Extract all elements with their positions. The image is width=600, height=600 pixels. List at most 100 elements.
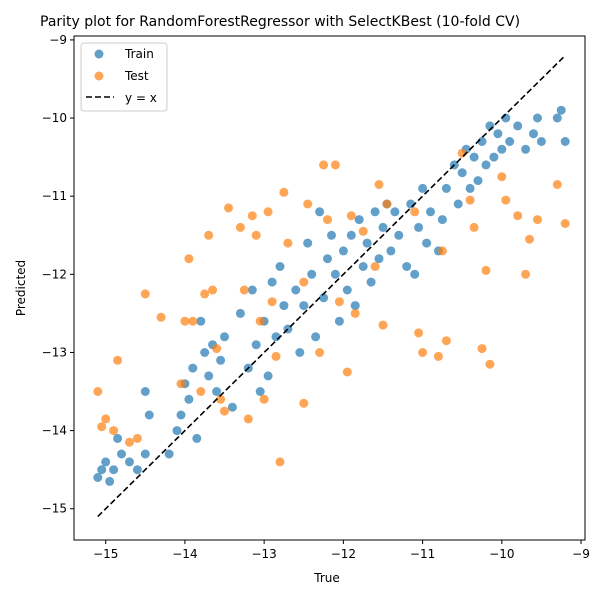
test-point-51 bbox=[414, 328, 424, 338]
train-point-25 bbox=[220, 332, 229, 342]
train-point-55 bbox=[354, 215, 364, 225]
test-point-0 bbox=[93, 387, 103, 396]
train-point-6 bbox=[117, 449, 126, 459]
train-point-19 bbox=[196, 316, 206, 326]
test-point-50 bbox=[410, 207, 420, 217]
test-point-68 bbox=[552, 180, 562, 189]
test-point-8 bbox=[156, 312, 166, 322]
test-point-41 bbox=[334, 297, 344, 307]
y-axis-title: Predicted bbox=[14, 260, 28, 316]
test-point-59 bbox=[477, 344, 487, 354]
train-point-57 bbox=[362, 238, 372, 248]
test-point-63 bbox=[501, 195, 511, 205]
train-point-64 bbox=[390, 207, 400, 217]
y-tick-label-6: −9 bbox=[49, 33, 67, 47]
train-point-49 bbox=[330, 269, 340, 279]
test-point-67 bbox=[533, 215, 542, 225]
train-point-52 bbox=[342, 285, 352, 295]
train-point-7 bbox=[125, 457, 134, 467]
test-point-21 bbox=[235, 222, 245, 232]
train-point-72 bbox=[426, 207, 435, 217]
test-point-65 bbox=[521, 269, 531, 279]
train-point-18 bbox=[192, 433, 202, 443]
train-point-36 bbox=[275, 262, 285, 271]
train-point-9 bbox=[140, 449, 150, 459]
train-point-88 bbox=[497, 144, 507, 154]
x-tick-label-4: −11 bbox=[410, 547, 435, 561]
test-point-2 bbox=[101, 414, 111, 424]
train-point-69 bbox=[414, 222, 424, 232]
train-point-16 bbox=[184, 394, 194, 404]
test-point-45 bbox=[358, 226, 368, 236]
y-tick-label-2: −13 bbox=[42, 345, 67, 359]
train-point-23 bbox=[212, 387, 222, 396]
train-point-61 bbox=[378, 222, 388, 232]
train-point-94 bbox=[533, 113, 542, 123]
test-point-60 bbox=[481, 265, 491, 275]
train-point-75 bbox=[441, 183, 451, 193]
y-tick-label-0: −15 bbox=[42, 502, 67, 516]
test-point-37 bbox=[315, 348, 325, 357]
train-point-47 bbox=[323, 254, 332, 264]
train-point-63 bbox=[386, 246, 396, 256]
train-point-74 bbox=[437, 215, 447, 225]
train-point-2 bbox=[101, 457, 111, 467]
train-point-20 bbox=[200, 348, 210, 357]
test-point-25 bbox=[251, 230, 261, 240]
x-axis: −15 −14 −13 −12 −11 −10 −9 bbox=[93, 540, 590, 561]
test-point-4 bbox=[113, 355, 123, 365]
test-point-53 bbox=[433, 351, 443, 361]
test-point-24 bbox=[247, 211, 257, 221]
test-point-3 bbox=[109, 426, 119, 436]
legend-test-marker bbox=[94, 71, 104, 81]
train-point-14 bbox=[176, 410, 186, 420]
test-point-66 bbox=[525, 234, 534, 244]
train-point-84 bbox=[481, 160, 491, 170]
test-point-10 bbox=[180, 316, 190, 326]
test-point-42 bbox=[342, 367, 352, 377]
test-point-49 bbox=[382, 199, 392, 209]
legend-reference-label: y = x bbox=[125, 91, 157, 105]
train-point-97 bbox=[556, 105, 566, 115]
test-point-58 bbox=[469, 222, 479, 232]
train-point-24 bbox=[216, 355, 226, 365]
y-tick-label-5: −10 bbox=[42, 111, 67, 125]
train-point-59 bbox=[370, 207, 380, 217]
test-point-6 bbox=[132, 433, 142, 443]
train-point-54 bbox=[350, 301, 360, 311]
test-point-46 bbox=[370, 262, 380, 271]
train-point-82 bbox=[473, 176, 483, 186]
train-point-53 bbox=[346, 230, 356, 240]
legend-test-label: Test bbox=[124, 69, 149, 83]
train-point-21 bbox=[204, 371, 214, 381]
test-point-32 bbox=[279, 187, 289, 197]
reference-line-y-equals-x bbox=[97, 54, 566, 518]
test-point-54 bbox=[437, 246, 447, 256]
y-axis: −15 −14 −13 −12 −11 −10 −9 bbox=[42, 33, 74, 516]
test-point-52 bbox=[418, 348, 428, 357]
legend-train-label: Train bbox=[124, 47, 154, 61]
train-point-41 bbox=[299, 301, 309, 311]
test-point-7 bbox=[140, 289, 150, 299]
test-point-22 bbox=[239, 285, 249, 295]
train-point-98 bbox=[560, 137, 570, 146]
test-point-44 bbox=[350, 308, 360, 318]
test-point-29 bbox=[267, 297, 277, 307]
train-point-92 bbox=[521, 144, 531, 154]
test-point-13 bbox=[196, 387, 206, 396]
train-point-90 bbox=[505, 137, 515, 146]
train-point-5 bbox=[113, 433, 123, 443]
legend-frame bbox=[80, 42, 168, 112]
x-tick-label-5: −10 bbox=[489, 547, 514, 561]
chart-title: Parity plot for RandomForestRegressor wi… bbox=[40, 14, 520, 30]
train-point-65 bbox=[394, 230, 404, 240]
train-point-33 bbox=[263, 371, 273, 381]
test-point-12 bbox=[188, 316, 198, 326]
test-point-43 bbox=[346, 211, 356, 221]
train-point-3 bbox=[105, 476, 115, 486]
test-point-40 bbox=[330, 160, 340, 170]
test-point-31 bbox=[275, 457, 285, 467]
x-tick-label-1: −14 bbox=[172, 547, 197, 561]
test-point-17 bbox=[212, 344, 222, 354]
train-point-42 bbox=[303, 238, 313, 248]
